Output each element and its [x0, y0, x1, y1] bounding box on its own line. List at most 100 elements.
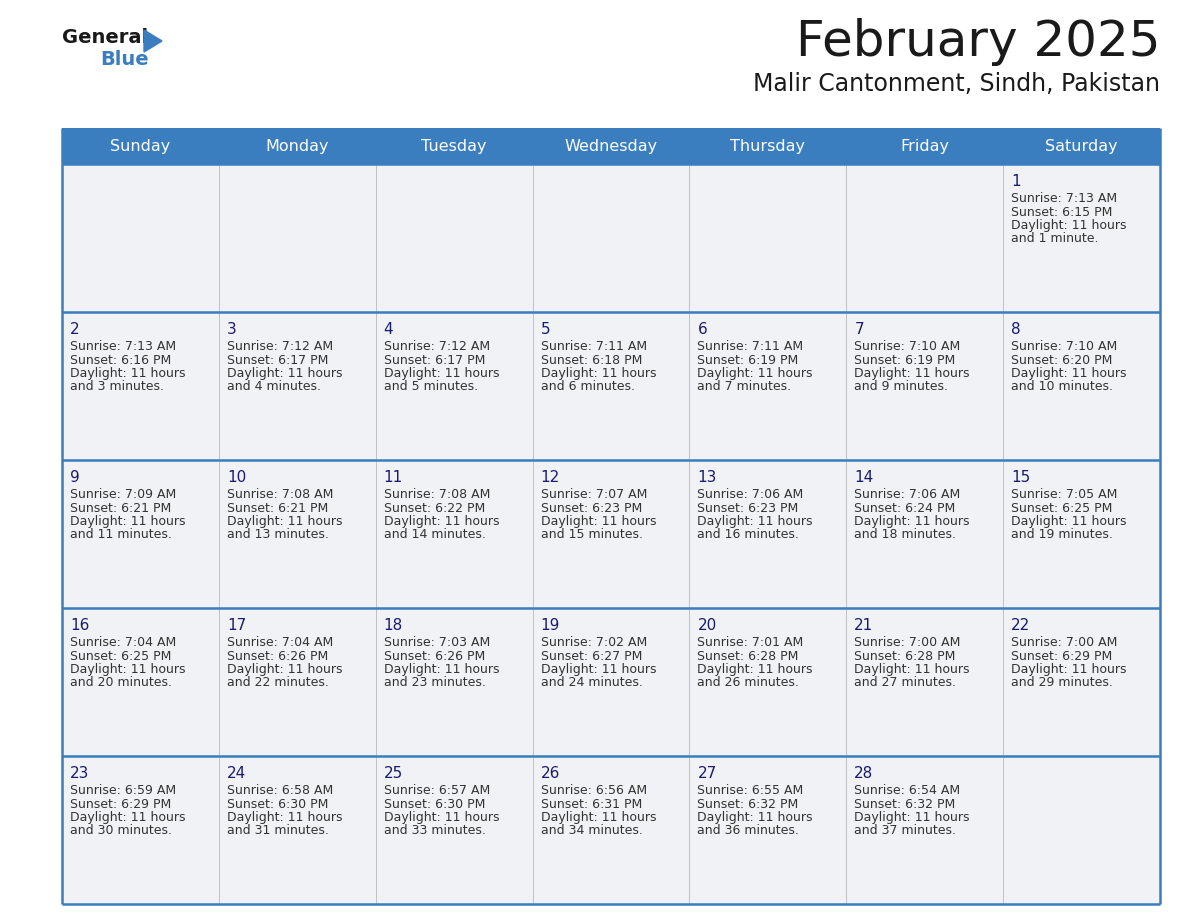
Text: and 27 minutes.: and 27 minutes.	[854, 677, 956, 689]
Text: 23: 23	[70, 766, 89, 781]
Text: Sunrise: 6:54 AM: Sunrise: 6:54 AM	[854, 784, 960, 797]
Text: Saturday: Saturday	[1045, 139, 1118, 153]
Text: Sunset: 6:31 PM: Sunset: 6:31 PM	[541, 798, 642, 811]
Text: and 20 minutes.: and 20 minutes.	[70, 677, 172, 689]
Text: Sunset: 6:32 PM: Sunset: 6:32 PM	[854, 798, 955, 811]
Text: Daylight: 11 hours: Daylight: 11 hours	[697, 367, 813, 380]
Text: Daylight: 11 hours: Daylight: 11 hours	[384, 663, 499, 676]
Text: and 26 minutes.: and 26 minutes.	[697, 677, 800, 689]
Text: Daylight: 11 hours: Daylight: 11 hours	[227, 811, 342, 824]
Text: and 9 minutes.: and 9 minutes.	[854, 380, 948, 394]
Text: Sunset: 6:32 PM: Sunset: 6:32 PM	[697, 798, 798, 811]
Text: and 6 minutes.: and 6 minutes.	[541, 380, 634, 394]
Text: 24: 24	[227, 766, 246, 781]
Bar	[62, 460, 1159, 608]
Text: Sunset: 6:17 PM: Sunset: 6:17 PM	[384, 353, 485, 366]
Text: 2: 2	[70, 322, 80, 337]
Text: Daylight: 11 hours: Daylight: 11 hours	[697, 663, 813, 676]
Text: Sunrise: 7:11 AM: Sunrise: 7:11 AM	[541, 340, 646, 353]
Text: and 7 minutes.: and 7 minutes.	[697, 380, 791, 394]
Text: Monday: Monday	[266, 139, 329, 153]
Text: Sunrise: 7:04 AM: Sunrise: 7:04 AM	[70, 636, 176, 649]
Text: Sunrise: 7:00 AM: Sunrise: 7:00 AM	[1011, 636, 1118, 649]
Text: Sunrise: 7:13 AM: Sunrise: 7:13 AM	[1011, 192, 1117, 205]
Text: Sunset: 6:16 PM: Sunset: 6:16 PM	[70, 353, 171, 366]
Polygon shape	[144, 30, 162, 52]
Text: Wednesday: Wednesday	[564, 139, 658, 153]
Text: 4: 4	[384, 322, 393, 337]
Text: Sunset: 6:28 PM: Sunset: 6:28 PM	[854, 650, 955, 663]
Text: Sunset: 6:26 PM: Sunset: 6:26 PM	[384, 650, 485, 663]
Text: Tuesday: Tuesday	[422, 139, 487, 153]
Text: 16: 16	[70, 618, 89, 633]
Text: Sunrise: 7:02 AM: Sunrise: 7:02 AM	[541, 636, 646, 649]
Text: Daylight: 11 hours: Daylight: 11 hours	[1011, 367, 1126, 380]
Text: Sunset: 6:18 PM: Sunset: 6:18 PM	[541, 353, 642, 366]
Text: and 22 minutes.: and 22 minutes.	[227, 677, 329, 689]
Text: and 11 minutes.: and 11 minutes.	[70, 529, 172, 542]
Text: Sunrise: 7:05 AM: Sunrise: 7:05 AM	[1011, 488, 1118, 501]
Text: 15: 15	[1011, 470, 1030, 485]
Text: Sunset: 6:19 PM: Sunset: 6:19 PM	[697, 353, 798, 366]
Text: Sunset: 6:24 PM: Sunset: 6:24 PM	[854, 501, 955, 514]
Bar	[62, 164, 1159, 312]
Text: Daylight: 11 hours: Daylight: 11 hours	[227, 367, 342, 380]
Text: Daylight: 11 hours: Daylight: 11 hours	[854, 367, 969, 380]
Text: Sunrise: 6:56 AM: Sunrise: 6:56 AM	[541, 784, 646, 797]
Text: 27: 27	[697, 766, 716, 781]
Text: Daylight: 11 hours: Daylight: 11 hours	[227, 663, 342, 676]
Text: Daylight: 11 hours: Daylight: 11 hours	[854, 663, 969, 676]
Text: Sunrise: 7:12 AM: Sunrise: 7:12 AM	[227, 340, 333, 353]
Text: Sunset: 6:25 PM: Sunset: 6:25 PM	[1011, 501, 1112, 514]
Text: 7: 7	[854, 322, 864, 337]
Text: Sunrise: 7:01 AM: Sunrise: 7:01 AM	[697, 636, 803, 649]
Text: Sunset: 6:29 PM: Sunset: 6:29 PM	[1011, 650, 1112, 663]
Text: and 15 minutes.: and 15 minutes.	[541, 529, 643, 542]
Text: 25: 25	[384, 766, 403, 781]
Text: Sunrise: 7:00 AM: Sunrise: 7:00 AM	[854, 636, 961, 649]
Text: and 14 minutes.: and 14 minutes.	[384, 529, 486, 542]
Text: 14: 14	[854, 470, 873, 485]
Text: Sunset: 6:29 PM: Sunset: 6:29 PM	[70, 798, 171, 811]
Text: Sunrise: 7:11 AM: Sunrise: 7:11 AM	[697, 340, 803, 353]
Text: Sunset: 6:15 PM: Sunset: 6:15 PM	[1011, 206, 1112, 218]
Text: General: General	[62, 28, 148, 47]
Text: 19: 19	[541, 618, 560, 633]
Bar	[62, 312, 1159, 460]
Text: Daylight: 11 hours: Daylight: 11 hours	[1011, 515, 1126, 528]
Text: 10: 10	[227, 470, 246, 485]
Text: Sunrise: 7:06 AM: Sunrise: 7:06 AM	[697, 488, 803, 501]
Text: Sunrise: 6:58 AM: Sunrise: 6:58 AM	[227, 784, 333, 797]
Text: Daylight: 11 hours: Daylight: 11 hours	[541, 811, 656, 824]
Text: Daylight: 11 hours: Daylight: 11 hours	[697, 515, 813, 528]
Text: Daylight: 11 hours: Daylight: 11 hours	[384, 367, 499, 380]
Bar	[62, 756, 1159, 904]
Text: and 10 minutes.: and 10 minutes.	[1011, 380, 1113, 394]
Text: Daylight: 11 hours: Daylight: 11 hours	[1011, 663, 1126, 676]
Text: Sunrise: 6:59 AM: Sunrise: 6:59 AM	[70, 784, 176, 797]
Text: Sunset: 6:28 PM: Sunset: 6:28 PM	[697, 650, 798, 663]
Text: Sunset: 6:17 PM: Sunset: 6:17 PM	[227, 353, 328, 366]
Text: Sunrise: 7:10 AM: Sunrise: 7:10 AM	[1011, 340, 1118, 353]
Text: 6: 6	[697, 322, 707, 337]
Text: 11: 11	[384, 470, 403, 485]
Text: and 37 minutes.: and 37 minutes.	[854, 824, 956, 837]
Text: 22: 22	[1011, 618, 1030, 633]
Text: Daylight: 11 hours: Daylight: 11 hours	[541, 663, 656, 676]
Text: Sunrise: 7:03 AM: Sunrise: 7:03 AM	[384, 636, 489, 649]
Text: and 29 minutes.: and 29 minutes.	[1011, 677, 1113, 689]
Text: Daylight: 11 hours: Daylight: 11 hours	[854, 515, 969, 528]
Text: Daylight: 11 hours: Daylight: 11 hours	[541, 515, 656, 528]
Text: and 1 minute.: and 1 minute.	[1011, 232, 1099, 245]
Text: and 4 minutes.: and 4 minutes.	[227, 380, 321, 394]
Text: Daylight: 11 hours: Daylight: 11 hours	[384, 811, 499, 824]
Text: and 13 minutes.: and 13 minutes.	[227, 529, 329, 542]
Text: and 3 minutes.: and 3 minutes.	[70, 380, 164, 394]
Text: Daylight: 11 hours: Daylight: 11 hours	[384, 515, 499, 528]
Bar	[62, 128, 1159, 164]
Text: Sunset: 6:21 PM: Sunset: 6:21 PM	[70, 501, 171, 514]
Text: Daylight: 11 hours: Daylight: 11 hours	[697, 811, 813, 824]
Text: and 24 minutes.: and 24 minutes.	[541, 677, 643, 689]
Text: Daylight: 11 hours: Daylight: 11 hours	[541, 367, 656, 380]
Text: and 34 minutes.: and 34 minutes.	[541, 824, 643, 837]
